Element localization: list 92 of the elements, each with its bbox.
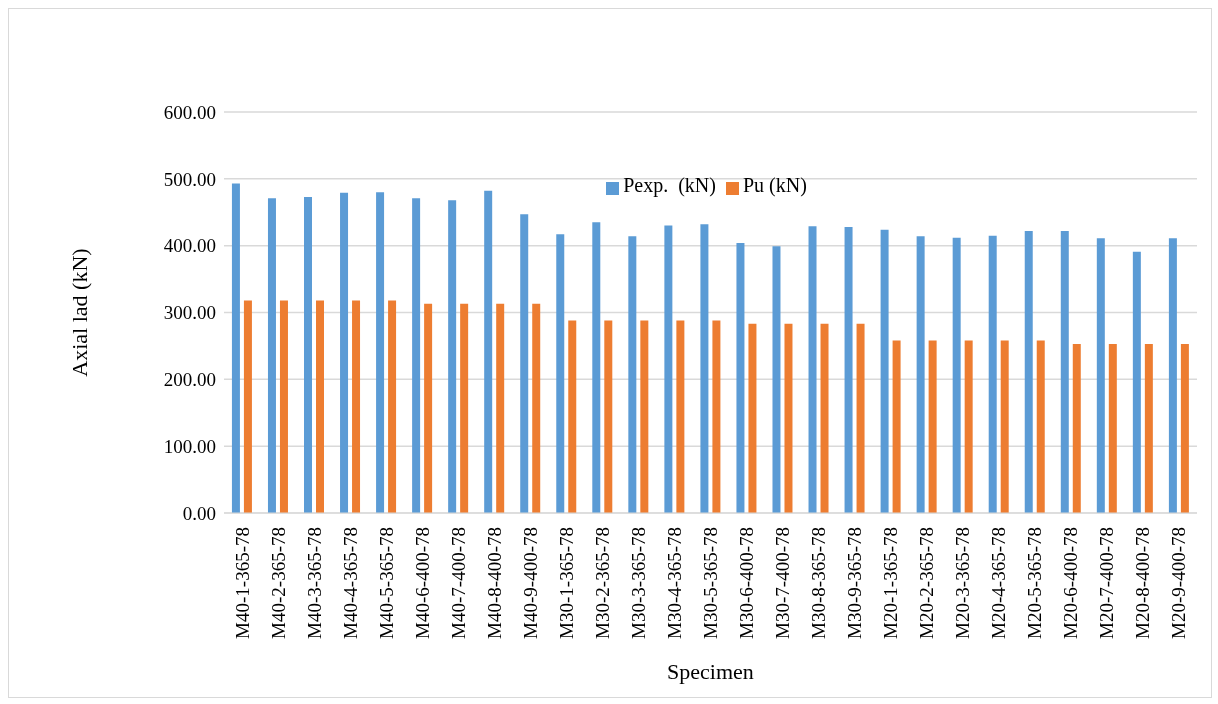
bar [243, 300, 252, 513]
x-tick-label: M30-8-365-78 [808, 527, 830, 639]
bar [736, 242, 745, 513]
bar [1096, 238, 1105, 513]
bar [640, 320, 649, 513]
bar [856, 323, 865, 513]
bar [267, 198, 276, 513]
x-tick-label: M20-3-365-78 [952, 527, 974, 639]
bar [892, 340, 901, 513]
bar [1168, 238, 1177, 513]
y-tick-label: 600.00 [163, 101, 216, 123]
x-tick-label: M20-7-400-78 [1096, 527, 1118, 639]
bar [304, 196, 312, 513]
bar [1180, 343, 1189, 513]
bar [388, 300, 397, 513]
bar [532, 303, 541, 513]
x-tick-label: M20-9-400-78 [1168, 527, 1190, 639]
bar [664, 225, 673, 513]
bar [231, 183, 240, 513]
bar [700, 224, 709, 513]
bar [1132, 251, 1141, 513]
bar [352, 300, 361, 513]
bar [412, 198, 421, 513]
y-tick-label: 200.00 [163, 369, 216, 391]
x-tick-label: M20-1-365-78 [880, 527, 902, 639]
y-tick-label: 100.00 [163, 435, 216, 457]
bar [676, 320, 685, 513]
bar [568, 320, 577, 513]
bar [279, 300, 288, 513]
bar [844, 226, 853, 513]
bar [748, 323, 757, 513]
bar [484, 190, 493, 513]
bar [1144, 343, 1153, 513]
bar [592, 222, 601, 513]
bar [424, 303, 433, 513]
x-tick-label: M40-6-400-78 [411, 527, 433, 639]
x-tick-label: M30-4-365-78 [663, 527, 685, 639]
x-tick-label: M40-4-365-78 [339, 527, 361, 639]
bar [1024, 230, 1033, 513]
legend-label: Pexp. (kN) [623, 174, 716, 196]
bar [772, 246, 781, 513]
y-tick-label: 500.00 [163, 168, 216, 190]
legend-label: Pu (kN) [742, 174, 807, 196]
x-tick-label: M20-8-400-78 [1132, 527, 1154, 639]
x-tick-label: M30-1-365-78 [555, 527, 577, 639]
bar [1036, 340, 1045, 513]
y-tick-label: 300.00 [163, 302, 216, 324]
x-tick-label: M40-5-365-78 [375, 527, 397, 639]
x-tick-label: M40-7-400-78 [447, 527, 469, 639]
bar [1000, 340, 1009, 513]
x-tick-label: M40-9-400-78 [519, 527, 541, 639]
x-tick-label: M20-6-400-78 [1060, 527, 1082, 639]
bar [376, 192, 385, 513]
x-tick-label: M30-3-365-78 [627, 527, 649, 639]
bar [628, 236, 637, 513]
x-tick-label: M20-2-365-78 [916, 527, 938, 639]
bar [784, 323, 793, 513]
bar [520, 214, 529, 513]
bar [820, 323, 829, 513]
bar [340, 192, 349, 513]
x-tick-label: M30-6-400-78 [736, 527, 758, 639]
x-tick-label: M40-3-365-78 [303, 527, 325, 639]
bar [964, 340, 973, 513]
x-axis-title: Specimen [667, 659, 754, 684]
bar [952, 237, 961, 513]
bar [712, 320, 721, 513]
bar [496, 303, 505, 513]
bar [928, 340, 937, 513]
bar [556, 234, 565, 513]
x-tick-label: M20-5-365-78 [1024, 527, 1046, 639]
bar [448, 200, 457, 513]
bar [604, 320, 613, 513]
x-tick-label: M40-8-400-78 [483, 527, 505, 639]
x-tick-label: M20-4-365-78 [988, 527, 1010, 639]
bar [880, 229, 889, 513]
x-tick-label: M40-1-365-78 [231, 527, 253, 639]
x-tick-label: M30-5-365-78 [700, 527, 721, 639]
x-tick-label: M40-2-365-78 [267, 527, 289, 639]
bar [460, 303, 469, 513]
bar [1072, 343, 1081, 513]
bar [808, 226, 817, 513]
bar [988, 235, 997, 513]
y-axis-title: Axial lad (kN) [66, 248, 92, 377]
y-tick-label: 400.00 [163, 235, 216, 257]
bar [1060, 230, 1069, 513]
x-tick-label: M30-7-400-78 [772, 527, 794, 639]
bar [316, 300, 324, 513]
bar [916, 236, 925, 513]
x-tick-label: M30-9-365-78 [844, 527, 866, 639]
y-tick-label: 0.00 [182, 502, 216, 524]
x-tick-label: M30-2-365-78 [591, 527, 613, 639]
bar [1108, 343, 1117, 513]
